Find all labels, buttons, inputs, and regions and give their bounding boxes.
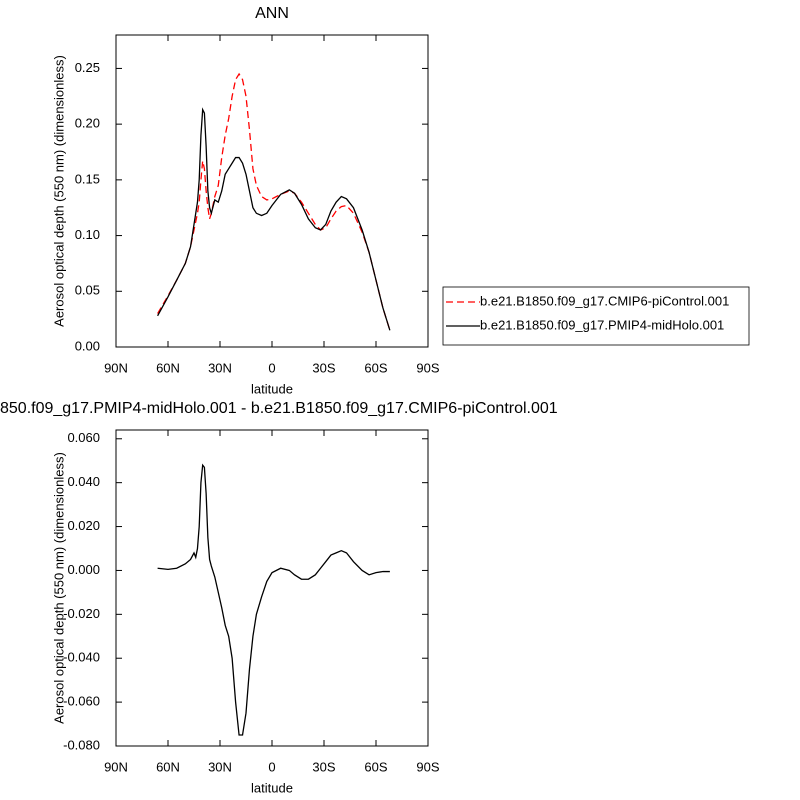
x-tick-label: 60N [156, 360, 180, 375]
data-line [157, 107, 391, 331]
y-tick-label: -0.020 [63, 606, 100, 621]
y-tick-label: 0.060 [67, 430, 100, 445]
x-tick-label: 90N [104, 759, 128, 774]
y-tick-label: 0.000 [67, 562, 100, 577]
legend-box [442, 286, 750, 346]
y-tick-label: 0.040 [67, 474, 100, 489]
y-tick-label: -0.080 [63, 737, 100, 752]
x-tick-label: 60S [364, 759, 387, 774]
y-tick-label: 0.20 [75, 116, 100, 131]
plot-frame [115, 429, 429, 747]
x-axis-label: latitude [251, 381, 293, 396]
y-tick-label: 0.020 [67, 518, 100, 533]
x-tick-label: 90S [416, 360, 439, 375]
chart-title: 850.f09_g17.PMIP4-midHolo.001 - b.e21.B1… [0, 400, 558, 417]
y-tick-label: 0.00 [75, 338, 100, 353]
x-tick-label: 60N [156, 759, 180, 774]
legend-label: b.e21.B1850.f09_g17.CMIP6-piControl.001 [480, 293, 729, 308]
x-tick-label: 30N [208, 759, 232, 774]
chart-title: ANN [255, 5, 289, 22]
x-tick-label: 90S [416, 759, 439, 774]
y-tick-label: 0.25 [75, 60, 100, 75]
y-tick-label: 0.05 [75, 283, 100, 298]
data-line [157, 72, 391, 331]
data-line [157, 463, 390, 736]
x-tick-label: 30S [312, 759, 335, 774]
x-tick-label: 0 [268, 360, 275, 375]
legend-label: b.e21.B1850.f09_g17.PMIP4-midHolo.001 [480, 317, 724, 332]
x-tick-label: 30N [208, 360, 232, 375]
x-tick-label: 90N [104, 360, 128, 375]
x-axis-label: latitude [251, 780, 293, 795]
x-tick-label: 30S [312, 360, 335, 375]
y-tick-label: 0.15 [75, 171, 100, 186]
y-tick-label: -0.060 [63, 694, 100, 709]
x-tick-label: 0 [268, 759, 275, 774]
y-tick-label: 0.10 [75, 227, 100, 242]
x-tick-label: 60S [364, 360, 387, 375]
y-axis-label: Aerosol optical depth (550 nm) (dimensio… [51, 452, 66, 724]
y-tick-label: -0.040 [63, 650, 100, 665]
y-axis-label: Aerosol optical depth (550 nm) (dimensio… [51, 55, 66, 327]
